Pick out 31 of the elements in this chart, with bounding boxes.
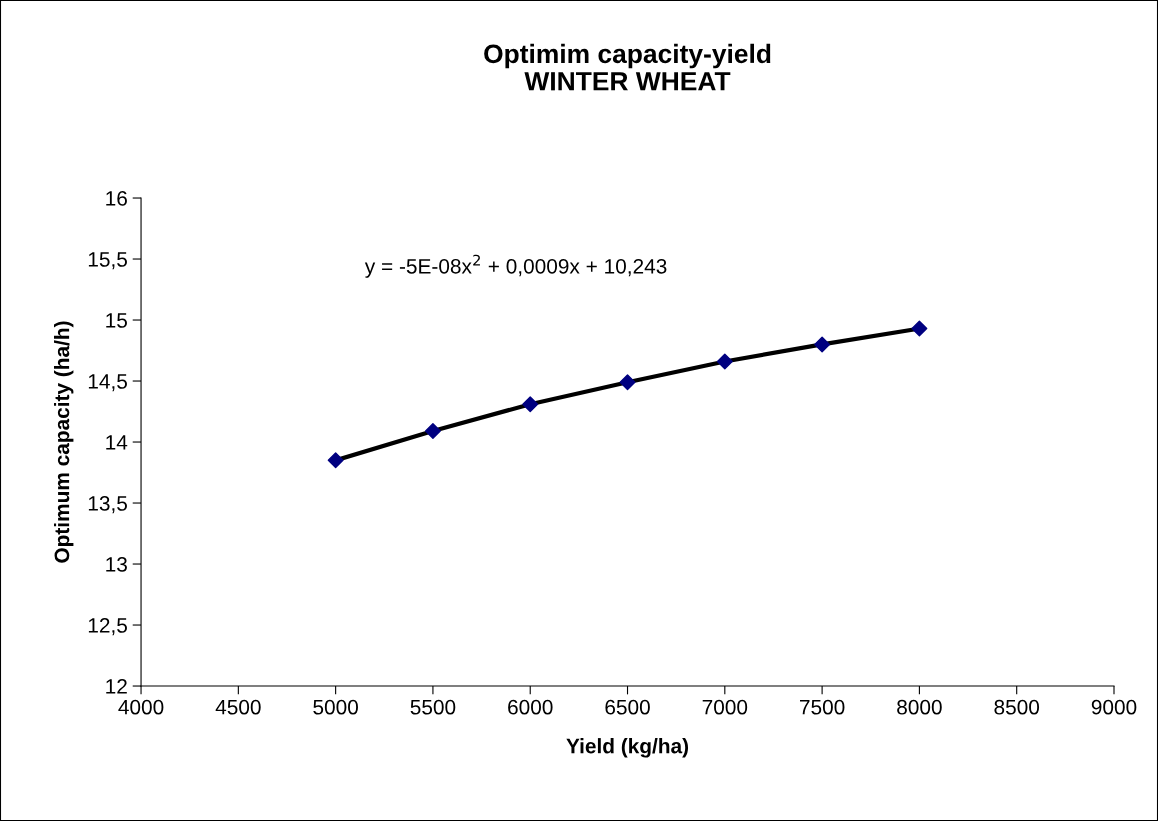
point: [619, 374, 636, 391]
y-tick-label: 12: [106, 679, 127, 694]
x-tick-label: 4000: [118, 699, 164, 715]
y-tick-label: 14,5: [88, 374, 127, 392]
y-axis-title: Optimum capacity (ha/h): [54, 321, 74, 563]
y-tick-label: 15: [106, 313, 127, 328]
y-tick-label: 15,5: [88, 252, 127, 270]
y-tick-label: 13: [106, 557, 127, 572]
x-tick-label: 7000: [702, 699, 748, 715]
x-tick-label: 9000: [1091, 699, 1137, 715]
point: [424, 423, 441, 440]
x-tick-label: 5500: [410, 699, 456, 715]
x-tick-label: 8000: [897, 699, 942, 715]
y-tick-label: 16: [106, 191, 127, 206]
point: [716, 353, 733, 370]
y-tick-label: 14: [106, 435, 128, 450]
x-tick-label: 7500: [800, 699, 845, 715]
chart-title: Optimim capacity-yield WINTER WHEAT: [484, 43, 771, 91]
x-tick-label: 6000: [508, 699, 553, 715]
y-tick-label: 13,5: [88, 496, 127, 514]
point: [814, 336, 831, 353]
x-tick-label: 4500: [215, 699, 261, 715]
x-axis-title: Yield (kg/ha): [566, 738, 689, 758]
point: [327, 452, 344, 469]
annotation: y = -5E-08x$^{2}$ + 0,0009x + 10,243: [364, 254, 667, 278]
point: [911, 320, 928, 337]
y-tick-label: 12,5: [88, 618, 127, 636]
x-tick-label: 5000: [313, 699, 358, 715]
x-tick-label: 6500: [605, 699, 650, 715]
x-tick-label: 8500: [994, 699, 1040, 715]
point: [522, 396, 539, 413]
